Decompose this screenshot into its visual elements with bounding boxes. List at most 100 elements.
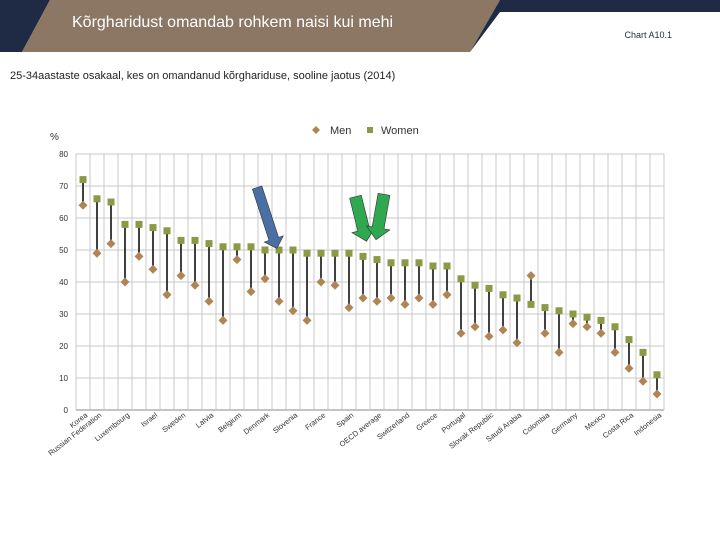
men-point (372, 296, 382, 306)
chart-subtitle: 25-34aastaste osakaal, kes on omandanud … (10, 70, 396, 82)
men-point (190, 280, 200, 290)
women-point (429, 262, 437, 270)
women-point (121, 220, 129, 228)
men-point (428, 299, 438, 309)
men-point (652, 389, 662, 399)
x-category-label: Spain (335, 410, 356, 429)
women-point (303, 249, 311, 257)
women-point (527, 300, 535, 308)
women-point (219, 243, 227, 251)
legend-women-marker (367, 127, 373, 133)
women-point (625, 336, 633, 344)
women-point (233, 243, 241, 251)
men-point (232, 255, 242, 265)
men-point (344, 303, 354, 313)
men-point (526, 271, 536, 281)
women-point (79, 176, 87, 184)
women-point (611, 323, 619, 331)
legend-men-label: Men (330, 125, 351, 137)
y-axis-unit-label: % (50, 132, 59, 143)
women-point (541, 304, 549, 312)
men-point (78, 200, 88, 210)
y-tick-label: 10 (59, 374, 68, 383)
women-point (205, 240, 213, 248)
legend-men-marker (312, 126, 320, 134)
women-point (93, 195, 101, 203)
x-category-label: Denmark (242, 410, 272, 436)
women-point (443, 262, 451, 270)
women-point (583, 313, 591, 321)
women-point (177, 236, 185, 244)
men-point (596, 328, 606, 338)
header-band-shapes (0, 0, 720, 52)
women-point (569, 310, 577, 318)
annotation-arrows (251, 185, 391, 249)
connector-lines (82, 179, 658, 394)
women-point (163, 227, 171, 235)
men-point (512, 338, 522, 348)
men-point (162, 290, 172, 300)
x-category-label: Sweden (160, 410, 187, 434)
chart-legend: Men Women (312, 125, 419, 137)
women-point (359, 252, 367, 260)
women-point (401, 259, 409, 267)
men-point (274, 296, 284, 306)
x-category-label: France (303, 410, 327, 431)
women-point (653, 371, 661, 379)
women-point (499, 291, 507, 299)
x-category-label: Belgium (216, 410, 243, 434)
women-point (331, 249, 339, 257)
men-point (134, 251, 144, 261)
men-point (246, 287, 256, 297)
women-point (317, 249, 325, 257)
women-point (415, 259, 423, 267)
men-point (414, 293, 424, 303)
x-category-label: Colombia (521, 410, 552, 437)
women-point (289, 246, 297, 254)
chart-id-label: Chart A10.1 (624, 30, 672, 40)
x-category-label: Germany (549, 410, 579, 436)
women-point (149, 224, 157, 232)
women-point (387, 259, 395, 267)
y-tick-label: 40 (59, 278, 68, 287)
header-band: Kõrgharidust omandab rohkem naisi kui me… (0, 0, 720, 52)
chart-marks (78, 176, 662, 399)
chart-grid (75, 153, 665, 411)
legend-women-label: Women (381, 125, 419, 137)
header-title-band (22, 0, 500, 52)
page-title: Kõrgharidust omandab rohkem naisi kui me… (72, 14, 394, 31)
men-point (442, 290, 452, 300)
men-point (610, 347, 620, 357)
x-category-label: Greece (414, 410, 439, 432)
x-category-label: Israel (139, 410, 159, 429)
women-point (373, 256, 381, 264)
y-tick-label: 50 (59, 246, 68, 255)
women-point (513, 294, 521, 302)
women-point (555, 307, 563, 315)
men-point (92, 248, 102, 258)
women-point (261, 246, 269, 254)
y-tick-label: 60 (59, 214, 68, 223)
women-point (639, 348, 647, 356)
x-category-label: Latvia (194, 410, 216, 430)
men-point (260, 274, 270, 284)
men-point (540, 328, 550, 338)
men-point (456, 328, 466, 338)
blue-arrow (251, 185, 284, 249)
y-tick-label: 70 (59, 182, 68, 191)
header-band-left-corner (0, 0, 50, 52)
x-category-label: Slovenia (271, 410, 300, 435)
men-point (316, 277, 326, 287)
men-point (288, 306, 298, 316)
green-arrow-2 (365, 192, 391, 241)
women-point (597, 316, 605, 324)
women-point (107, 198, 115, 206)
y-axis-ticks: 0 10 20 30 40 50 60 70 80 (59, 150, 68, 415)
women-point (457, 275, 465, 283)
y-tick-label: 20 (59, 342, 68, 351)
men-point (582, 322, 592, 332)
women-point (191, 236, 199, 244)
women-point (485, 284, 493, 292)
